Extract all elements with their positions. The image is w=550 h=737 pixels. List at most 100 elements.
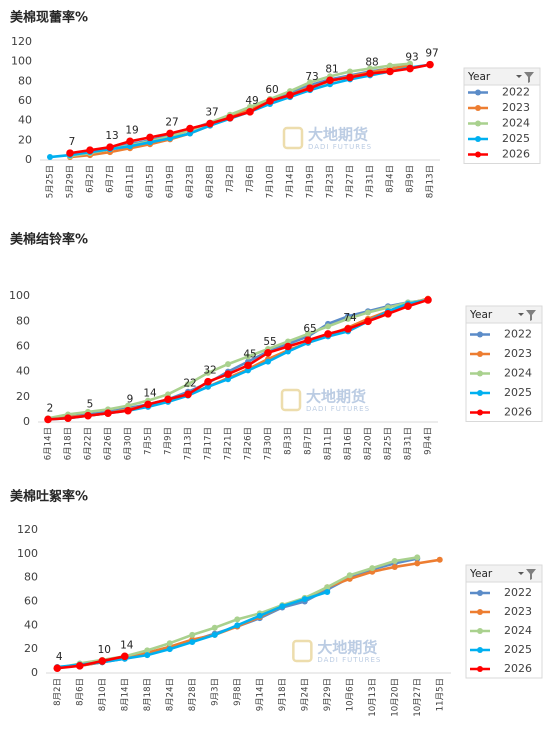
x-tick-label: 6月30日 [124, 427, 134, 460]
data-point [424, 296, 432, 304]
filter-dropdown[interactable] [518, 572, 524, 575]
data-point [66, 149, 74, 157]
x-tick-label: 9月18日 [278, 678, 288, 711]
x-tick-label: 6月18日 [64, 427, 74, 460]
x-tick-label: 8月3日 [284, 427, 294, 455]
watermark-subtext: DADI FUTURES [306, 405, 370, 413]
x-tick-label: 5月25日 [46, 165, 56, 198]
data-label: 73 [305, 71, 318, 83]
legend-marker [477, 609, 483, 615]
data-point [189, 631, 196, 638]
data-point [86, 146, 94, 154]
x-tick-label: 8月14日 [120, 678, 130, 711]
x-tick-label: 8月6日 [75, 678, 85, 706]
y-tick-label: 80 [16, 314, 30, 327]
y-tick-label: 20 [24, 642, 38, 655]
x-tick-label: 10月27日 [413, 678, 423, 717]
filter-dropdown[interactable] [518, 313, 524, 316]
data-point [366, 69, 374, 78]
data-point [184, 390, 192, 399]
x-tick-label: 7月30日 [264, 427, 274, 460]
y-tick-label: 40 [18, 114, 32, 127]
x-tick-label: 8月31日 [404, 427, 414, 460]
legend-label: 2022 [502, 86, 530, 99]
x-tick-label: 7月6日 [246, 165, 256, 193]
legend-label: 2022 [504, 328, 532, 341]
legend-marker [477, 590, 483, 596]
x-tick-label: 10月20日 [390, 678, 400, 717]
data-label: 14 [120, 639, 134, 651]
watermark-text: 大地期货 [308, 126, 368, 144]
x-tick-label: 9月29日 [323, 678, 333, 711]
legend-marker [475, 120, 481, 127]
filter-icon[interactable] [526, 310, 536, 321]
data-point [256, 612, 263, 619]
data-point [436, 556, 443, 563]
x-tick-label: 6月11日 [126, 165, 136, 198]
legend-marker [477, 409, 483, 416]
data-point [244, 361, 252, 370]
x-tick-label: 10月6日 [345, 678, 355, 711]
x-tick-label: 9月8日 [233, 678, 243, 706]
x-tick-label: 8月24日 [165, 678, 175, 711]
chart-title: 美棉现蕾率% [10, 10, 88, 26]
filter-dropdown[interactable] [516, 75, 522, 78]
data-point [346, 73, 354, 82]
data-point [53, 664, 62, 673]
data-point [387, 62, 393, 69]
watermark-subtext: DADI FUTURES [308, 143, 372, 151]
data-label: 37 [205, 107, 218, 119]
data-point [64, 414, 72, 423]
data-label: 49 [245, 95, 258, 107]
watermark-text: 大地期货 [306, 388, 366, 406]
x-tick-label: 6月2日 [86, 165, 96, 193]
data-point [404, 302, 412, 311]
data-point [345, 315, 351, 322]
filter-icon[interactable] [524, 72, 534, 83]
filter-icon[interactable] [526, 569, 536, 580]
data-point [186, 124, 194, 133]
data-label: 81 [325, 63, 338, 75]
x-tick-label: 7月27日 [346, 165, 356, 198]
legend-marker [477, 628, 483, 634]
legend-header [463, 67, 541, 86]
data-point [125, 402, 131, 409]
x-tick-label: 8月4日 [386, 165, 396, 193]
y-tick-label: 120 [17, 523, 38, 536]
data-label: 9 [127, 394, 134, 406]
data-label: 13 [105, 130, 118, 142]
legend-marker [477, 370, 483, 377]
x-tick-label: 8月7日 [304, 427, 314, 455]
data-label: 19 [125, 124, 138, 136]
legend-title: Year [467, 71, 491, 83]
x-tick-label: 8月2日 [53, 678, 63, 706]
data-point [414, 554, 421, 561]
legend-label: 2023 [504, 605, 532, 618]
data-point [344, 325, 352, 333]
x-tick-label: 7月14日 [286, 165, 296, 198]
x-tick-label: 7月13日 [184, 427, 194, 460]
x-tick-label: 9月3日 [210, 678, 220, 706]
data-point [44, 415, 52, 424]
data-label: 60 [265, 84, 278, 96]
data-point [426, 60, 434, 69]
data-point [264, 348, 272, 357]
legend-label: 2025 [504, 643, 532, 656]
data-point [126, 137, 134, 146]
data-point [245, 353, 251, 360]
x-tick-label: 11月5日 [435, 678, 445, 711]
data-point [246, 108, 254, 116]
data-point [391, 557, 398, 564]
watermark-logo [292, 639, 313, 663]
x-tick-label: 8月16日 [344, 427, 354, 460]
x-tick-label: 9月4日 [424, 427, 434, 455]
legend-label: 2025 [504, 386, 532, 399]
data-point [165, 391, 171, 398]
watermark-logo [280, 388, 302, 412]
data-point [307, 79, 313, 86]
x-tick-label: 8月10日 [98, 678, 108, 711]
data-point [347, 68, 353, 75]
data-label: 97 [425, 48, 438, 60]
legend-marker [475, 136, 481, 142]
data-point [225, 361, 231, 368]
